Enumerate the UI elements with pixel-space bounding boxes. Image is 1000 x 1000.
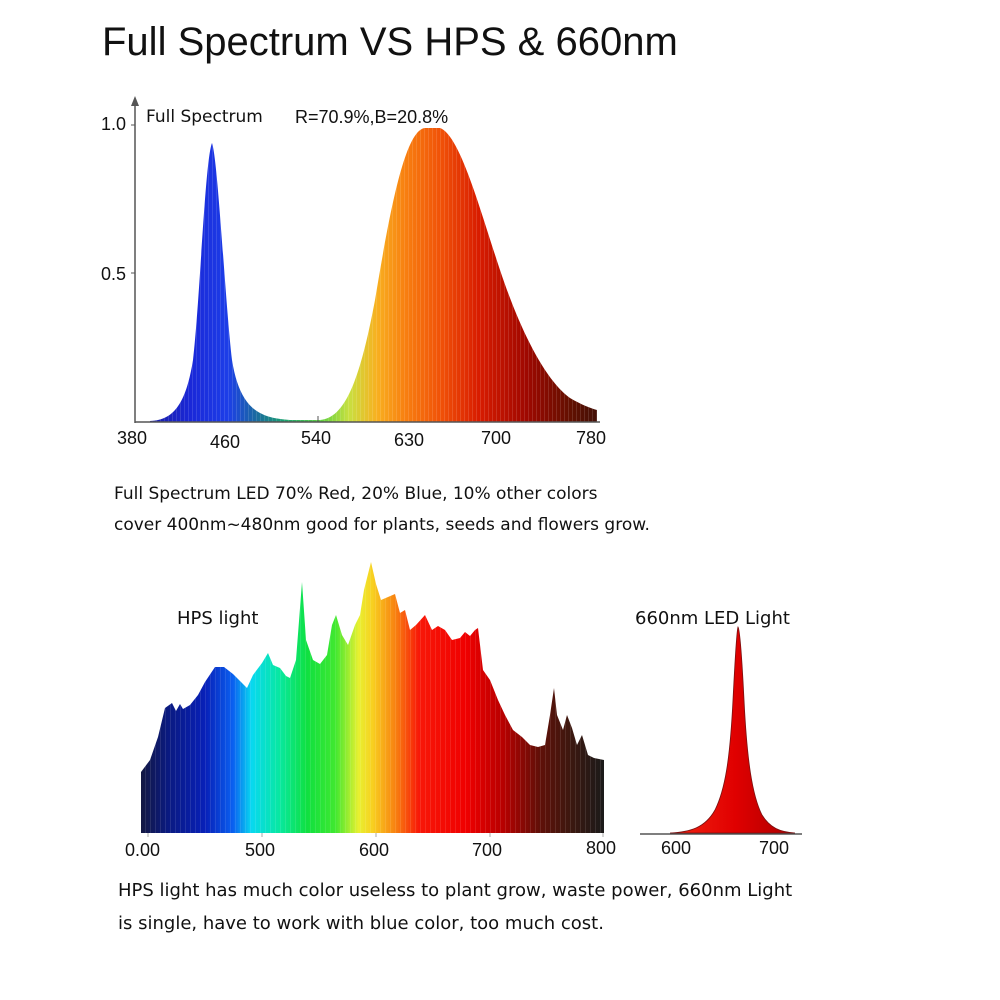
x-tick-630: 630 bbox=[394, 430, 425, 450]
x-tick-700: 700 bbox=[759, 838, 790, 858]
x-tick-800: 800 bbox=[586, 838, 617, 858]
page-title: Full Spectrum VS HPS & 660nm bbox=[102, 20, 678, 64]
chart-title-full-spectrum: Full Spectrum bbox=[146, 107, 263, 127]
y-tick-1-0: 1.0 bbox=[101, 114, 127, 134]
y-tick-0-5: 0.5 bbox=[101, 264, 127, 284]
y-axis-arrow-icon bbox=[131, 96, 139, 106]
x-tick-0: 0.00 bbox=[125, 840, 161, 860]
caption-2-line-2: is single, have to work with blue color,… bbox=[118, 913, 604, 934]
x-tick-600: 600 bbox=[661, 838, 692, 858]
x-tick-540: 540 bbox=[301, 428, 332, 448]
x-tick-700: 700 bbox=[472, 840, 503, 860]
x-tick-500: 500 bbox=[245, 840, 276, 860]
caption-1-line-2: cover 400nm~480nm good for plants, seeds… bbox=[114, 515, 650, 535]
x-tick-380: 380 bbox=[117, 428, 148, 448]
caption-1-line-1: Full Spectrum LED 70% Red, 20% Blue, 10%… bbox=[114, 484, 598, 504]
x-tick-780: 780 bbox=[576, 428, 607, 448]
ratio-annotation: R=70.9%,B=20.8% bbox=[295, 107, 449, 127]
x-tick-600: 600 bbox=[359, 840, 390, 860]
x-tick-460: 460 bbox=[210, 432, 241, 452]
chart-title-hps: HPS light bbox=[177, 608, 259, 629]
x-tick-700: 700 bbox=[481, 428, 512, 448]
chart-title-660nm: 660nm LED Light bbox=[635, 608, 790, 629]
caption-2-line-1: HPS light has much color useless to plan… bbox=[118, 880, 793, 901]
